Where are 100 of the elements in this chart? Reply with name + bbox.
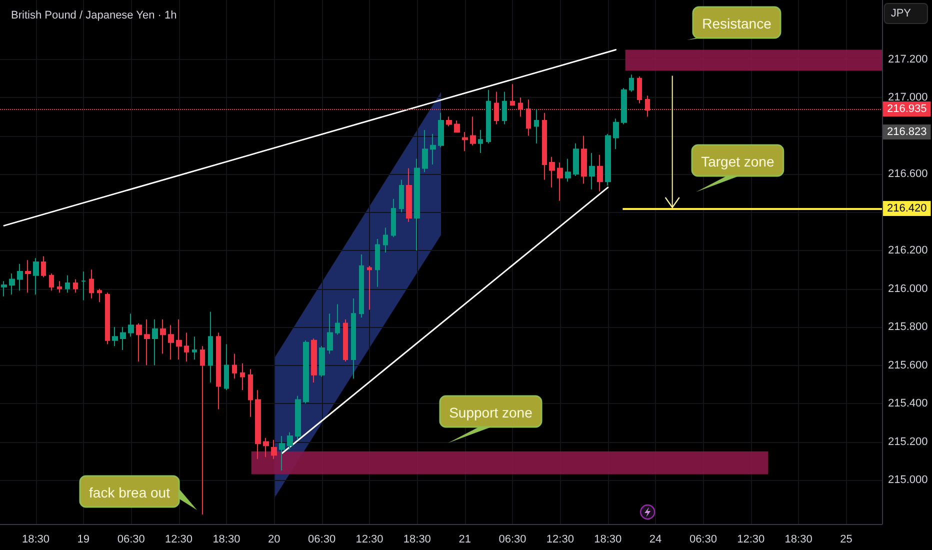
candlestick — [367, 265, 372, 310]
x-tick-label: 06:30 — [308, 534, 336, 546]
candlestick — [399, 179, 404, 213]
candlestick — [327, 313, 333, 354]
candlestick — [557, 162, 563, 202]
text: British Pound / Japanese Yen · 1h — [11, 10, 177, 22]
candlestick — [136, 322, 142, 362]
candlestick — [49, 272, 54, 292]
candlestick — [81, 271, 86, 301]
candlestick — [1, 280, 7, 297]
candlestick — [534, 108, 539, 144]
candlestick — [295, 395, 301, 440]
candlestick — [542, 112, 547, 180]
candlestick — [73, 278, 78, 294]
candlestick — [25, 260, 31, 294]
candlestick — [112, 326, 118, 347]
y-tick-label: 216.000 — [888, 282, 928, 295]
candlestick — [549, 156, 555, 188]
candlestick — [176, 318, 182, 360]
y-tick-label: 215.000 — [888, 474, 928, 486]
x-tick-label: 18:30 — [594, 534, 622, 546]
candlestick — [597, 154, 603, 192]
candlestick — [462, 131, 468, 152]
annotation: fack brea out — [89, 484, 170, 500]
candlestick — [637, 76, 642, 104]
candlestick — [510, 84, 515, 106]
y-tick-label: 216.200 — [888, 244, 928, 257]
candlestick — [470, 116, 476, 146]
candlestick — [17, 263, 23, 292]
x-tick-label: 21 — [458, 534, 471, 546]
candlestick — [9, 272, 15, 296]
candlestick — [446, 116, 452, 127]
candlestick — [184, 332, 189, 362]
candlestick — [621, 87, 627, 125]
candlestick — [152, 318, 158, 366]
candlestick — [565, 158, 571, 182]
candlestick — [319, 346, 325, 378]
candlestick — [240, 362, 245, 391]
x-tick-label: 20 — [268, 534, 280, 546]
candlestick — [422, 130, 428, 173]
candlestick — [406, 168, 412, 222]
annotation: Target zone — [701, 154, 774, 170]
y-tick-label: 216.600 — [888, 168, 928, 180]
candlestick — [232, 353, 237, 380]
x-tick-label: 12:30 — [165, 534, 193, 546]
ref-line-label: 216.420 — [887, 202, 927, 214]
candlestick — [224, 344, 229, 391]
candlestick — [613, 118, 619, 150]
candlestick — [502, 91, 507, 125]
candlestick — [351, 298, 356, 380]
candlestick — [216, 332, 221, 410]
candlestick — [311, 338, 317, 383]
x-tick-label: 25 — [840, 534, 852, 546]
candlestick — [263, 437, 269, 458]
candlestick — [343, 318, 348, 362]
candlestick — [160, 318, 166, 354]
candlestick — [454, 120, 460, 132]
candlestick — [303, 340, 309, 404]
candlestick — [335, 304, 340, 336]
x-tick-label: 12:30 — [546, 534, 574, 546]
candlestick — [391, 198, 396, 238]
candlestick — [105, 292, 110, 345]
x-tick-label: 18:30 — [403, 534, 431, 546]
candlestick — [65, 274, 70, 294]
candlestick — [486, 89, 491, 144]
candlestick — [359, 254, 364, 318]
candlestick — [208, 311, 213, 383]
y-tick-label: 217.000 — [888, 92, 928, 104]
y-axis-title: JPY — [890, 8, 912, 20]
candlestick — [375, 238, 380, 288]
candlestick — [144, 318, 150, 366]
x-tick-label: 18:30 — [212, 534, 240, 546]
candlestick — [33, 258, 39, 296]
candlestick — [255, 390, 261, 460]
candlestick — [605, 133, 611, 186]
x-tick-label: 18:30 — [22, 534, 50, 546]
candlestick — [97, 288, 102, 303]
candlestick — [200, 346, 205, 515]
candlestick — [120, 326, 126, 350]
candlestick — [430, 133, 436, 165]
candlestick — [287, 432, 293, 450]
candlestick — [89, 269, 94, 299]
candlestick — [57, 280, 62, 294]
y-tick-label: 217.200 — [888, 53, 928, 66]
candlestick — [581, 135, 587, 184]
candlestick — [128, 313, 134, 338]
candlestick — [279, 436, 285, 471]
ref-line-label: 216.935 — [887, 103, 927, 116]
candlestick — [438, 112, 444, 148]
y-tick-label: 215.800 — [888, 321, 928, 334]
text: 216.823 — [887, 126, 927, 138]
candlestick — [168, 324, 174, 360]
x-tick-label: 06:30 — [117, 534, 145, 546]
candlestick — [41, 256, 46, 278]
y-tick-label: 215.400 — [888, 398, 928, 410]
annotation: Resistance — [702, 16, 772, 32]
x-tick-label: 24 — [649, 534, 662, 546]
y-tick-label: 215.600 — [888, 359, 928, 372]
x-tick-label: 06:30 — [498, 534, 526, 546]
candlestick — [248, 368, 253, 418]
